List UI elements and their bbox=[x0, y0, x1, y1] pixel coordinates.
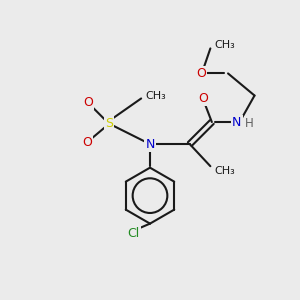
Text: CH₃: CH₃ bbox=[146, 91, 166, 100]
Text: CH₃: CH₃ bbox=[215, 40, 236, 50]
Text: N: N bbox=[232, 116, 242, 128]
Text: O: O bbox=[198, 92, 208, 105]
Text: O: O bbox=[82, 136, 92, 149]
Text: N: N bbox=[145, 138, 155, 151]
Text: Cl: Cl bbox=[128, 227, 140, 240]
Text: H: H bbox=[245, 117, 254, 130]
Text: CH₃: CH₃ bbox=[215, 166, 236, 176]
Text: O: O bbox=[196, 67, 206, 80]
Text: O: O bbox=[83, 96, 93, 110]
Text: S: S bbox=[105, 117, 113, 130]
